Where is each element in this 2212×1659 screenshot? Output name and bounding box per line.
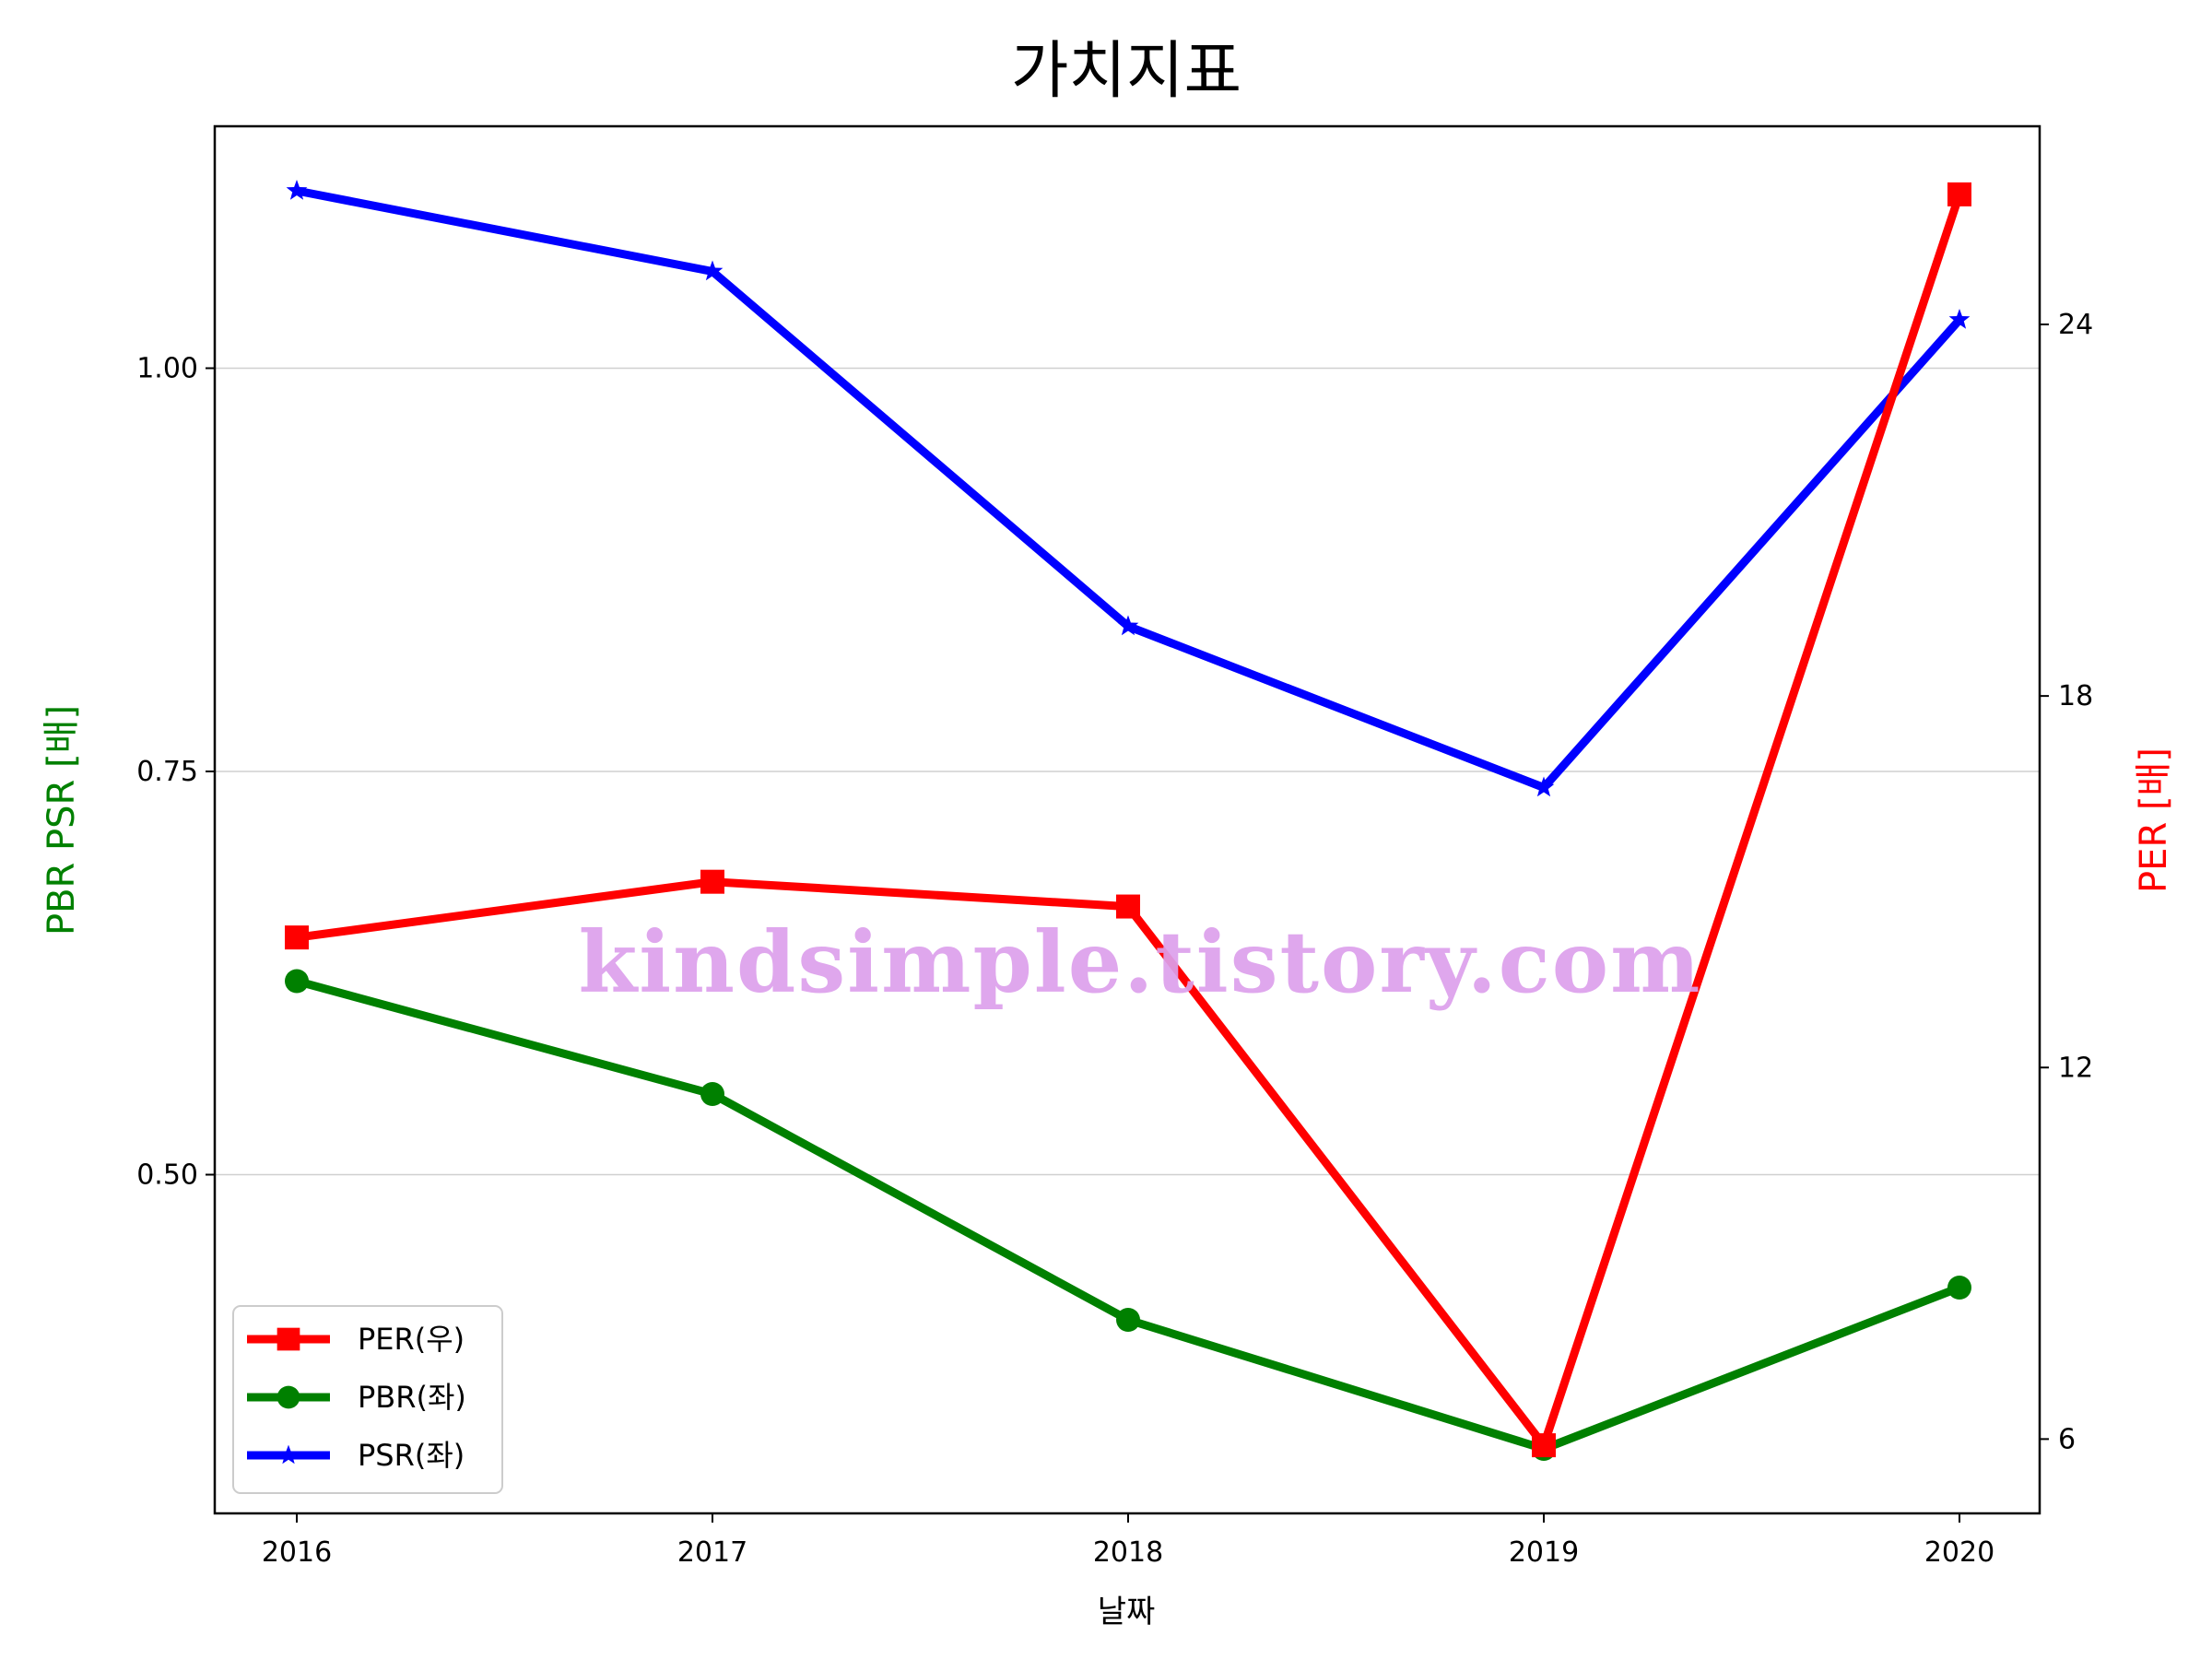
legend-marker-per — [276, 1327, 300, 1351]
right-y-tick-label: 12 — [2058, 1052, 2093, 1084]
x-axis-label: 날짜 — [1098, 1594, 1156, 1630]
series-pbr-point — [1947, 1276, 1971, 1300]
series-per-point — [700, 869, 724, 894]
legend-label-psr: PSR(좌) — [358, 1438, 465, 1473]
left-y-axis-label: PBR PSR [배] — [41, 705, 83, 935]
series-per-point — [285, 925, 309, 950]
left-y-tick-label: 0.50 — [136, 1159, 198, 1192]
right-y-tick-label: 6 — [2058, 1423, 2076, 1455]
chart-title: 가치지표 — [1011, 35, 1241, 108]
x-tick-label: 2019 — [1509, 1536, 1579, 1569]
left-y-axis: 0.50 0.75 1.00 — [136, 353, 215, 1192]
right-y-tick-label: 18 — [2058, 680, 2093, 712]
series-pbr-point — [1116, 1308, 1140, 1332]
series-psr-point — [1117, 615, 1139, 636]
right-y-tick-label: 24 — [2058, 309, 2093, 341]
series-psr-point — [701, 260, 724, 281]
left-y-tick-label: 1.00 — [136, 353, 198, 385]
series-psr-point — [286, 180, 308, 200]
legend-marker-psr — [278, 1444, 299, 1465]
series-per — [285, 182, 1971, 1458]
series-psr-point — [1948, 309, 1971, 329]
series-pbr-point — [285, 969, 309, 994]
x-axis: 2016 2017 2018 2019 2020 — [262, 1513, 1994, 1569]
x-tick-label: 2017 — [677, 1536, 747, 1569]
left-y-tick-label: 0.75 — [136, 756, 198, 788]
series-psr-point — [1533, 776, 1555, 797]
x-tick-label: 2018 — [1093, 1536, 1163, 1569]
series-per-point — [1947, 182, 1971, 206]
legend-label-pbr: PBR(좌) — [358, 1380, 466, 1415]
watermark-text: kindsimple.tistory.com — [578, 912, 1701, 1012]
legend-marker-pbr — [276, 1385, 300, 1409]
x-tick-label: 2016 — [262, 1536, 332, 1569]
legend-box — [232, 1305, 503, 1494]
x-tick-label: 2020 — [1924, 1536, 1994, 1569]
gridlines — [215, 367, 2040, 1176]
right-y-axis-label: PER [배] — [2133, 747, 2175, 893]
right-y-axis: 6 12 18 24 — [2040, 309, 2093, 1455]
series-layer — [285, 180, 1971, 1461]
series-pbr-point — [700, 1082, 724, 1106]
legend-label-per: PER(우) — [358, 1322, 465, 1357]
legend: PER(우) PBR(좌) PSR(좌) — [232, 1305, 503, 1494]
series-per-point — [1532, 1433, 1556, 1458]
series-per-point — [1116, 894, 1140, 919]
series-psr — [286, 180, 1971, 797]
